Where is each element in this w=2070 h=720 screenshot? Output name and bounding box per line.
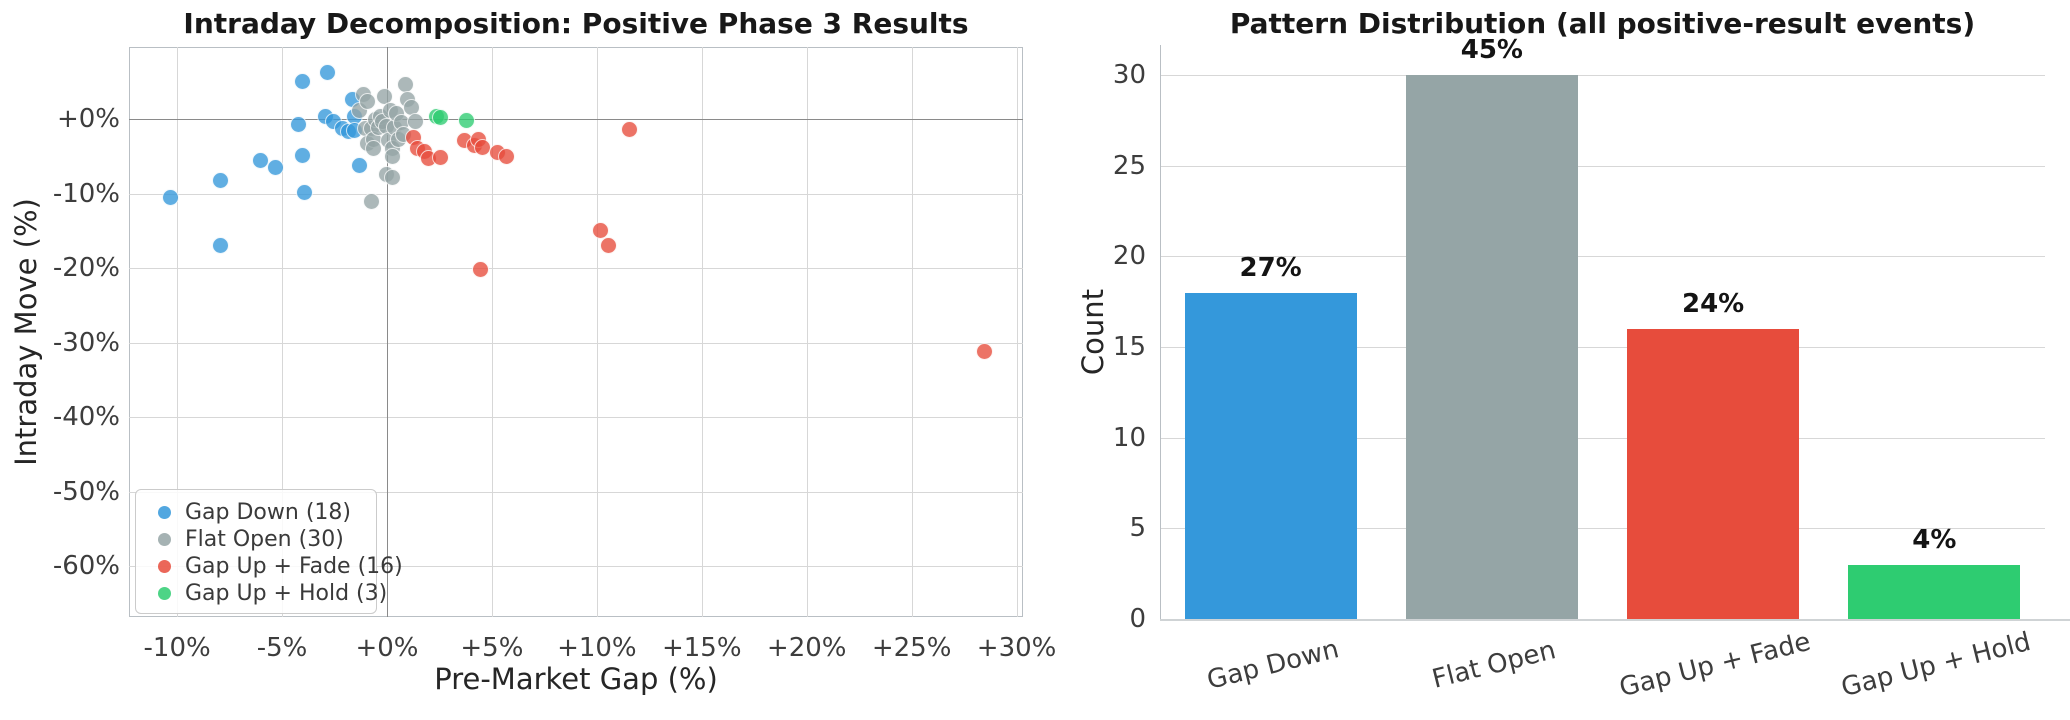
scatter-point	[365, 140, 383, 158]
scatter-gridline-v	[806, 47, 808, 617]
scatter-ytick-label: -10%	[52, 178, 120, 209]
scatter-xaxis-label: Pre-Market Gap (%)	[434, 662, 718, 696]
scatter-gridline-v	[911, 47, 913, 617]
bar-gap-up-fade	[1627, 328, 1800, 619]
scatter-point	[359, 93, 376, 111]
bar-flat-open	[1405, 75, 1578, 619]
bar-chart-title: Pattern Distribution (all positive-resul…	[1229, 7, 1976, 40]
legend-label: Flat Open (30)	[185, 527, 344, 552]
bar-gridline-h	[1160, 347, 2045, 349]
scatter-xtick-label: +25%	[871, 633, 952, 663]
legend-label: Gap Down (18)	[185, 500, 351, 525]
bar-gap-down	[1184, 292, 1357, 619]
scatter-point	[384, 147, 402, 165]
scatter-gridline-v	[491, 47, 493, 617]
bar-gridline-h	[1160, 256, 2045, 258]
scatter-zero-line-x	[387, 47, 388, 617]
scatter-xtick-label: +5%	[460, 633, 524, 663]
scatter-gridline-h	[129, 342, 1023, 344]
scatter-point	[384, 168, 402, 186]
scatter-gridline-h	[129, 417, 1023, 419]
scatter-point	[457, 112, 475, 130]
scatter-gridline-h	[129, 193, 1023, 195]
bar-ytick-label: 5	[1129, 513, 1146, 544]
scatter-point	[350, 156, 368, 174]
scatter-point	[621, 121, 639, 139]
legend-marker-dot	[158, 506, 171, 519]
scatter-xtick-label: +15%	[661, 633, 742, 663]
bar-value-label: 24%	[1682, 288, 1745, 319]
legend-label: Gap Up + Hold (3)	[185, 581, 388, 606]
scatter-gridline-h	[129, 566, 1023, 568]
bar-yaxis-label: Count	[1076, 288, 1110, 376]
scatter-gridline-v	[596, 47, 598, 617]
bar-gridline-h	[1160, 528, 2045, 530]
scatter-point	[600, 237, 618, 255]
bar-ytick-label: 25	[1112, 150, 1146, 181]
scatter-ytick-label: -60%	[52, 551, 120, 582]
scatter-point	[432, 109, 450, 127]
scatter-ytick-label: -20%	[52, 253, 120, 284]
scatter-legend: Gap Down (18) Flat Open (30) Gap Up + Fade…	[135, 489, 403, 614]
legend-row: Gap Down (18)	[150, 499, 366, 526]
scatter-gridline-h	[129, 491, 1023, 493]
scatter-gridline-v	[1016, 47, 1018, 617]
scatter-point	[293, 147, 311, 165]
scatter-point	[212, 236, 230, 254]
legend-row: Flat Open (30)	[150, 526, 366, 553]
bar-value-label: 4%	[1912, 524, 1957, 555]
scatter-zero-line-y	[129, 119, 1023, 120]
scatter-xtick-label: +30%	[976, 633, 1057, 663]
scatter-xtick-label: -5%	[256, 633, 308, 663]
scatter-point	[472, 260, 490, 278]
scatter-xtick-label: +0%	[355, 633, 419, 663]
scatter-point	[396, 75, 414, 93]
bar-ytick-label: 0	[1129, 604, 1146, 634]
bar-ytick-label: 30	[1112, 60, 1146, 91]
bar-gridline-h	[1160, 165, 2045, 167]
scatter-chart-title: Intraday Decomposition: Positive Phase 3…	[183, 7, 969, 40]
scatter-gridline-v	[177, 47, 179, 617]
scatter-point	[363, 193, 381, 211]
scatter-point	[591, 222, 609, 240]
bar-axis-baseline	[1160, 619, 2070, 621]
legend-marker-dot	[158, 533, 171, 546]
legend-row: Gap Up + Fade (16)	[150, 553, 403, 580]
bar-ytick-label: 10	[1112, 422, 1146, 453]
scatter-ytick-label: -30%	[52, 327, 120, 358]
scatter-gridline-v	[701, 47, 703, 617]
bar-gap-up-hold	[1848, 564, 2021, 619]
bar-value-label: 27%	[1239, 252, 1302, 283]
scatter-gridline-h	[129, 268, 1023, 270]
scatter-ytick-label: -40%	[52, 402, 120, 433]
scatter-point	[497, 147, 515, 165]
scatter-xtick-label: +20%	[766, 633, 847, 663]
bar-left-spine	[1160, 45, 1161, 619]
scatter-point	[266, 159, 284, 177]
bar-value-label: 45%	[1460, 35, 1523, 66]
bar-gridline-h	[1160, 75, 2045, 77]
scatter-ytick-label: +0%	[56, 104, 120, 134]
legend-marker-dot	[158, 560, 171, 573]
bar-ytick-label: 20	[1112, 241, 1146, 272]
scatter-xtick-label: +10%	[557, 633, 637, 663]
legend-row: Gap Up + Hold (3)	[150, 580, 387, 607]
scatter-point	[976, 343, 993, 361]
scatter-point	[293, 73, 311, 91]
scatter-point	[212, 171, 230, 189]
scatter-point	[289, 115, 307, 133]
bar-ytick-label: 15	[1112, 332, 1146, 363]
scatter-point	[319, 63, 337, 81]
legend-marker-dot	[158, 587, 171, 600]
scatter-yaxis-label: Intraday Move (%)	[9, 198, 43, 466]
scatter-point	[296, 183, 314, 201]
scatter-point	[161, 188, 179, 206]
bar-gridline-h	[1160, 437, 2045, 439]
scatter-xtick-label: -10%	[143, 633, 211, 663]
scatter-point	[432, 148, 450, 166]
scatter-gridline-v	[282, 47, 284, 617]
scatter-ytick-label: -50%	[52, 476, 120, 507]
legend-label: Gap Up + Fade (16)	[185, 554, 403, 579]
